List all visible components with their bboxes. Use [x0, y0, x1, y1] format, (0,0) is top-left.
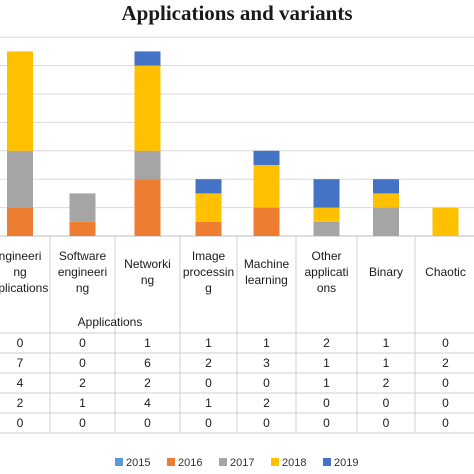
bars: [7, 51, 459, 236]
bar-segment-2017: [134, 150, 161, 180]
table-cell-value: 0: [205, 416, 212, 430]
table-cell-value: 1: [205, 336, 212, 350]
bar-segment-2016: [253, 207, 280, 236]
table-cell-value: 2: [323, 336, 330, 350]
bar-segment-2018: [134, 65, 161, 151]
table-cell-value: 0: [17, 336, 24, 350]
table-cell-value: 0: [17, 416, 24, 430]
bar-segment-2016: [7, 207, 33, 236]
category-label: learning: [245, 273, 288, 287]
legend-label: 2018: [282, 457, 306, 469]
bar-segment-2018: [373, 193, 399, 208]
bar-segment-2016: [195, 221, 222, 236]
bar-segment-2017: [373, 207, 399, 236]
legend-label: 2019: [334, 457, 358, 469]
table-cell-value: 2: [383, 376, 390, 390]
bar-segment-2018: [253, 165, 280, 208]
x-axis-title: Applications: [78, 315, 143, 329]
category-label: ng: [13, 265, 26, 279]
table-cell-value: 0: [323, 396, 330, 410]
bar-segment-2017: [69, 193, 96, 222]
table-cell-value: 1: [205, 396, 212, 410]
table-cell-value: 4: [17, 376, 24, 390]
bar-segment-2019: [134, 51, 161, 66]
bar-segment-2016: [69, 221, 96, 236]
table-cell-value: 3: [263, 356, 270, 370]
bar-segment-2017: [7, 150, 33, 208]
category-label: Image: [192, 249, 226, 263]
table-cell-value: 7: [17, 356, 24, 370]
table-cell-value: 0: [442, 396, 449, 410]
category-label: Chaotic: [425, 265, 466, 279]
legend-swatch-2017: [219, 458, 227, 466]
table-cell-value: 0: [79, 356, 86, 370]
legend-swatch-2016: [167, 458, 175, 466]
bar-segment-2018: [432, 207, 459, 236]
table-cell-value: 1: [383, 336, 390, 350]
legend-label: 2016: [178, 457, 202, 469]
table-cell-value: 0: [383, 396, 390, 410]
table-cell-value: 0: [79, 336, 86, 350]
table-cell-value: 0: [383, 416, 390, 430]
category-label: Networki: [124, 257, 171, 271]
bar-segment-2019: [195, 179, 222, 194]
table-cell-value: 0: [442, 416, 449, 430]
table-cell-value: 2: [144, 376, 151, 390]
table-cell-value: 1: [323, 356, 330, 370]
category-label: Other: [311, 249, 341, 263]
category-label: engineeri: [58, 265, 107, 279]
legend-swatch-2018: [271, 458, 279, 466]
table-cell-value: 2: [79, 376, 86, 390]
category-label: pplications: [0, 281, 48, 295]
category-label: ngineeri: [0, 249, 41, 263]
category-label: Machine: [244, 257, 290, 271]
chart-title: Applications and variants: [121, 1, 353, 25]
legend-swatch-2019: [323, 458, 331, 466]
table-cell-value: 6: [144, 356, 151, 370]
table-cell-value: 1: [263, 336, 270, 350]
legend-swatch-2015: [115, 458, 123, 466]
bar-segment-2018: [7, 51, 33, 151]
table-cell-value: 0: [79, 416, 86, 430]
category-label: ng: [141, 273, 154, 287]
data-table: ngineeri ng pplications Software engineeri ng…: [0, 236, 474, 434]
bar-segment-2019: [313, 179, 340, 208]
table-cell-value: 1: [383, 356, 390, 370]
bar-segment-2017: [313, 221, 340, 236]
category-label: applicati: [304, 265, 348, 279]
table-cell-value: 0: [263, 376, 270, 390]
table-cell-value: 0: [442, 376, 449, 390]
table-cell-value: 0: [442, 336, 449, 350]
category-label: processin: [183, 265, 234, 279]
table-cell-value: 1: [144, 336, 151, 350]
bar-segment-2019: [373, 179, 399, 194]
category-label: g: [205, 281, 212, 295]
table-cell-value: 2: [205, 356, 212, 370]
table-cell-value: 1: [79, 396, 86, 410]
category-label: Binary: [369, 265, 403, 279]
table-cell-value: 2: [442, 356, 449, 370]
category-label: ng: [76, 281, 89, 295]
table-cell-value: 0: [323, 416, 330, 430]
legend: 2015 2016 2017 2018 2019: [115, 457, 358, 469]
bar-segment-2019: [253, 150, 280, 165]
legend-label: 2015: [126, 457, 150, 469]
bar-segment-2018: [195, 193, 222, 222]
bar-segment-2016: [134, 179, 161, 236]
category-label: ons: [317, 281, 336, 295]
table-cell-value: 2: [17, 396, 24, 410]
table-cell-value: 0: [205, 376, 212, 390]
bar-segment-2018: [313, 207, 340, 222]
table-cell-value: 0: [144, 416, 151, 430]
table-cell-value: 2: [263, 396, 270, 410]
table-cell-value: 0: [263, 416, 270, 430]
table-cell-value: 1: [323, 376, 330, 390]
table-cell-value: 4: [144, 396, 151, 410]
legend-label: 2017: [230, 457, 254, 469]
category-label: Software: [59, 249, 107, 263]
